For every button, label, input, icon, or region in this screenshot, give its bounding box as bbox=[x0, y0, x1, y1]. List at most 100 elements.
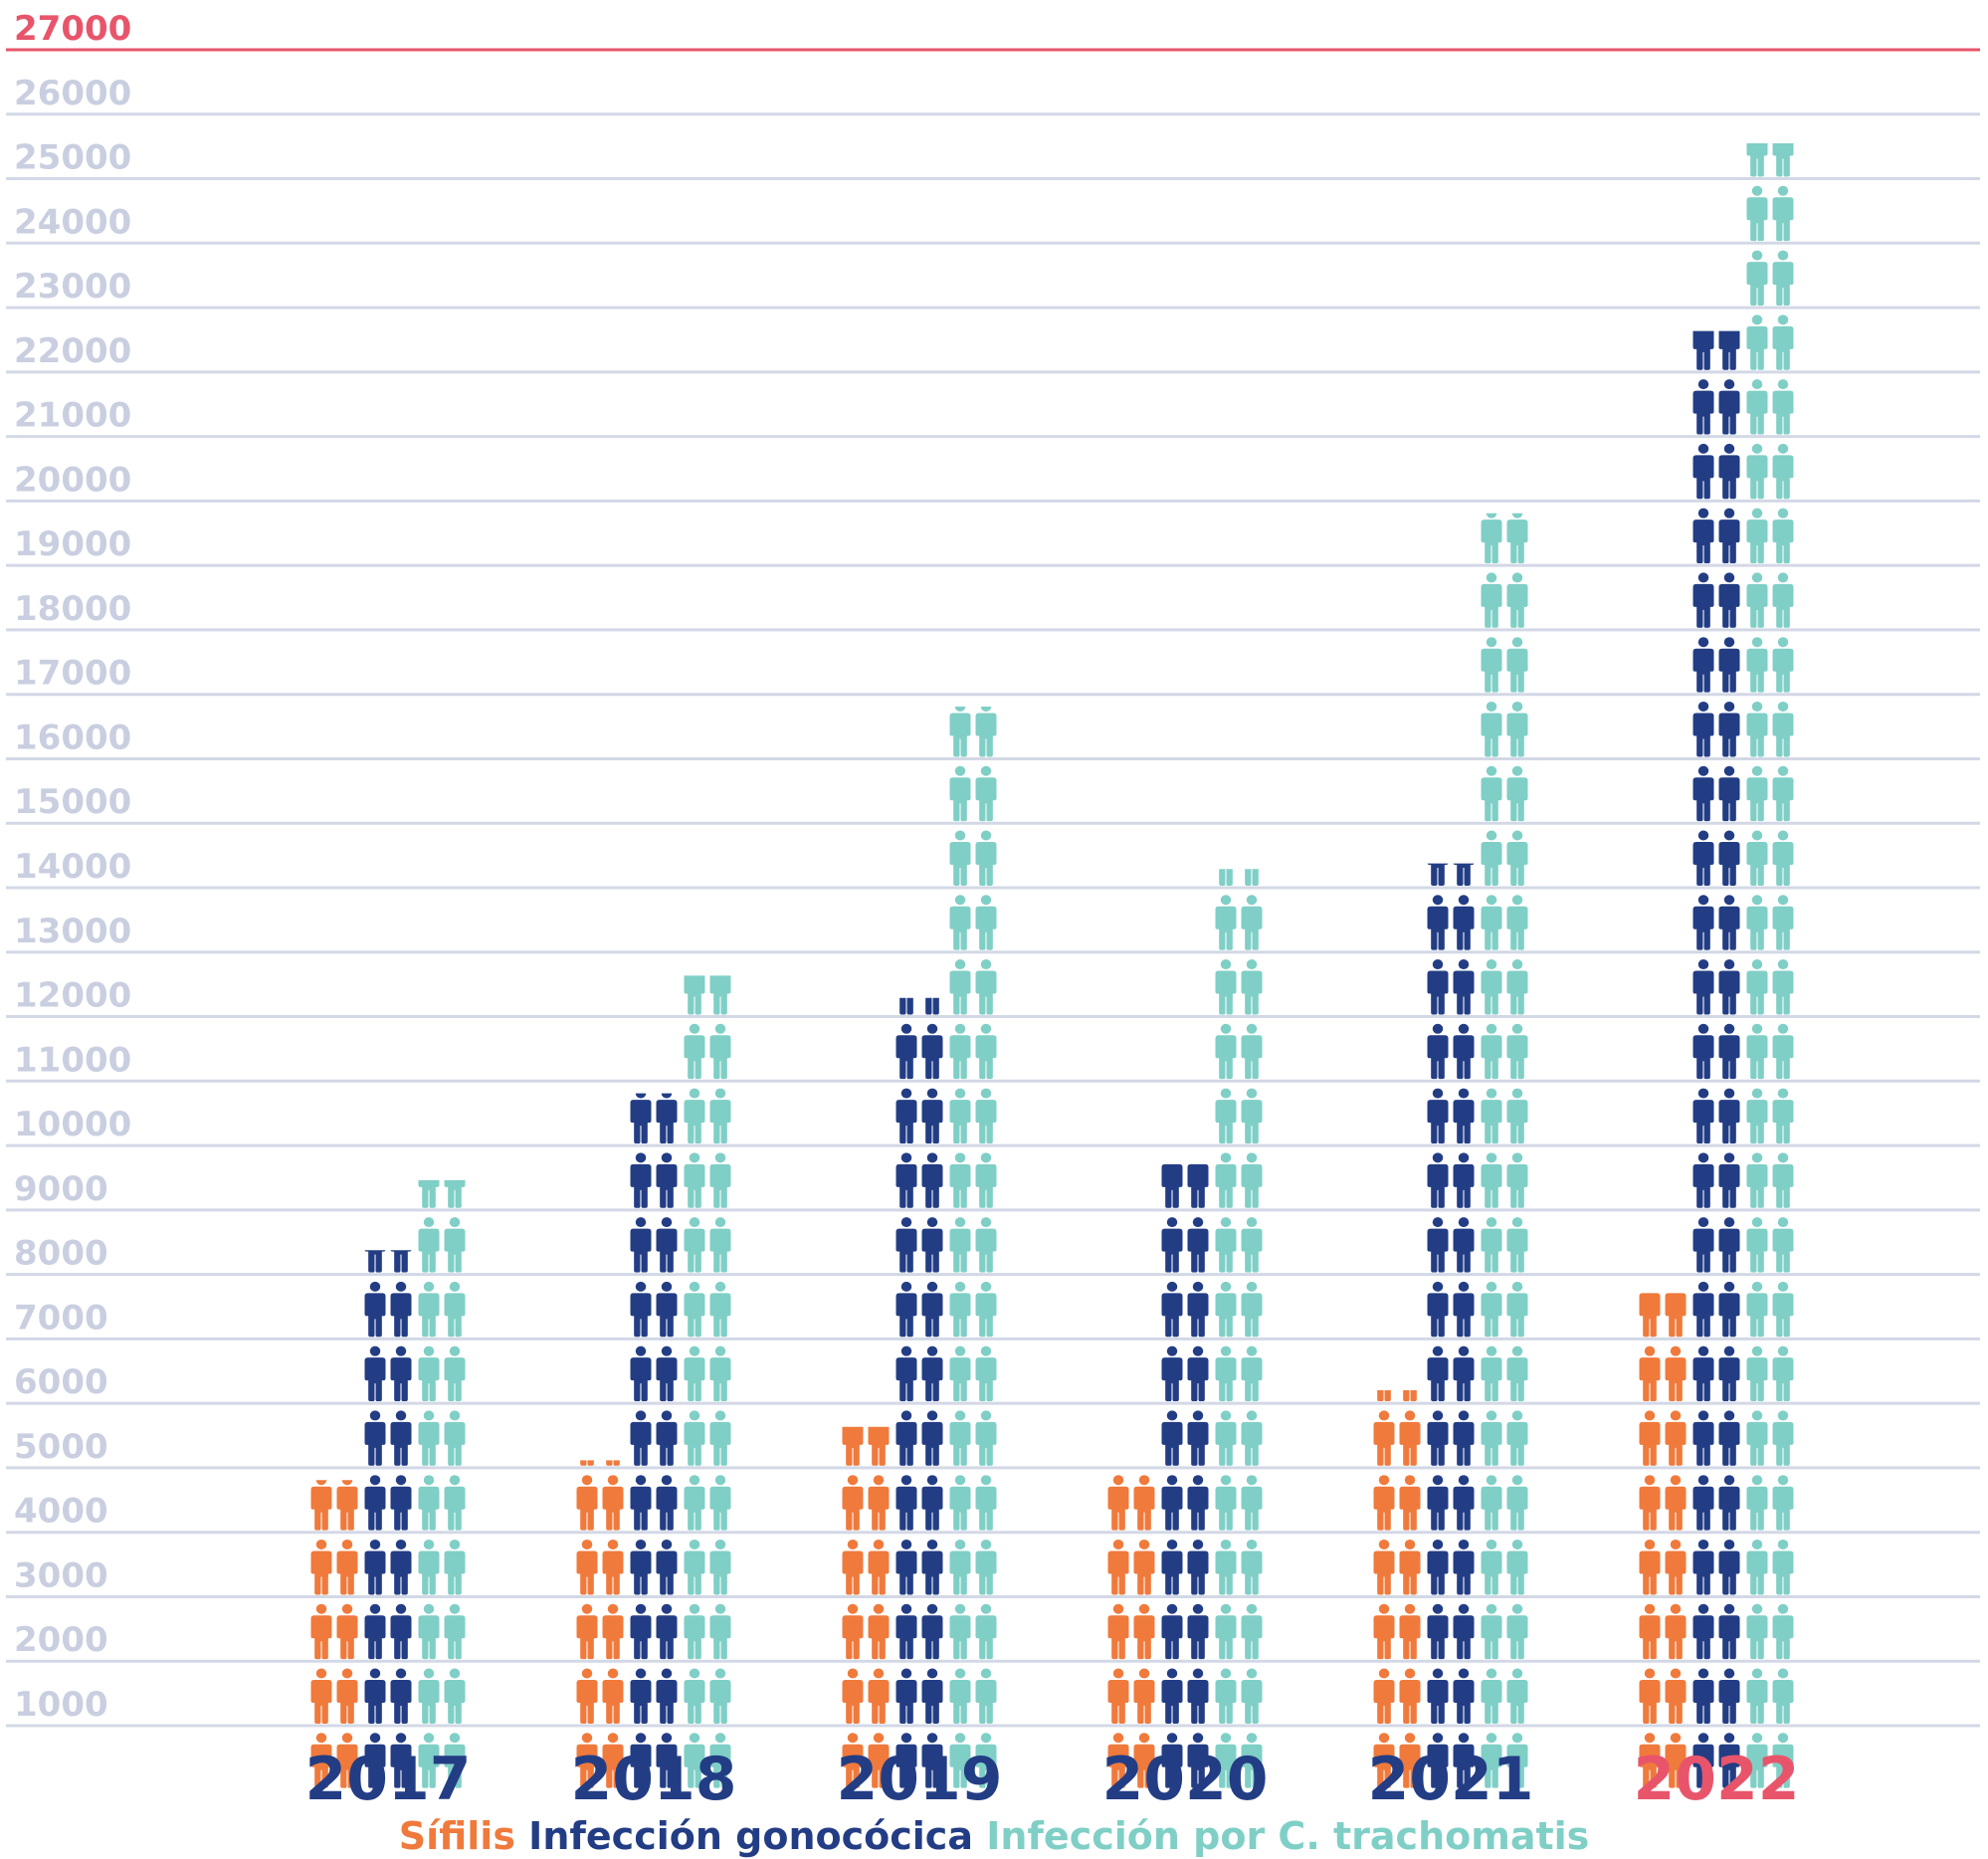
person-icon bbox=[1187, 1668, 1209, 1724]
person-icon bbox=[1718, 830, 1740, 886]
person-icon bbox=[868, 1539, 890, 1595]
person-icon bbox=[1481, 1539, 1502, 1595]
person-icon bbox=[1718, 379, 1740, 435]
person-icon bbox=[1481, 1410, 1502, 1466]
person-icon bbox=[364, 1345, 386, 1402]
person-icon bbox=[1639, 1668, 1661, 1724]
person-icon bbox=[576, 1460, 598, 1466]
person-icon bbox=[1373, 1603, 1395, 1660]
person-icon bbox=[418, 1539, 440, 1595]
person-icon bbox=[390, 1281, 412, 1338]
person-icon bbox=[1772, 895, 1794, 950]
person-icon bbox=[390, 1410, 412, 1466]
person-icon bbox=[1506, 1152, 1528, 1208]
person-icon bbox=[1718, 1345, 1740, 1402]
person-icon bbox=[1241, 1023, 1263, 1080]
person-icon bbox=[1692, 1539, 1714, 1595]
person-icon bbox=[684, 1410, 705, 1466]
person-icon bbox=[975, 1603, 997, 1660]
person-icon bbox=[1481, 1023, 1502, 1080]
person-icon bbox=[949, 959, 971, 1015]
person-icon bbox=[1772, 765, 1794, 822]
person-icon bbox=[1399, 1603, 1421, 1660]
person-icon bbox=[1772, 637, 1794, 693]
person-icon bbox=[949, 1345, 971, 1402]
person-icon bbox=[975, 1023, 997, 1080]
person-icon bbox=[1718, 1668, 1740, 1724]
person-icon bbox=[390, 1668, 412, 1724]
person-icon bbox=[975, 895, 997, 950]
person-icon bbox=[1241, 869, 1263, 886]
person-icon bbox=[1481, 1088, 1502, 1144]
person-icon bbox=[975, 830, 997, 886]
person-icon bbox=[1187, 1410, 1209, 1466]
series-stack bbox=[1427, 863, 1475, 1788]
person-icon bbox=[1718, 765, 1740, 822]
series-stack bbox=[949, 707, 997, 1788]
person-icon bbox=[868, 1668, 890, 1724]
person-icon bbox=[418, 1179, 440, 1208]
person-icon bbox=[1481, 765, 1502, 822]
person-icon bbox=[444, 1345, 466, 1402]
person-icon bbox=[1187, 1603, 1209, 1660]
person-icon bbox=[1772, 1088, 1794, 1144]
person-icon bbox=[390, 1345, 412, 1402]
person-icon bbox=[1241, 959, 1263, 1015]
person-icon bbox=[1746, 314, 1768, 370]
y-axis-tick-labels: 1000 2000 3000 4000 5000 6000 7000 8000 9000 1000… bbox=[14, 9, 131, 1725]
y-tick-label: 16000 bbox=[14, 718, 131, 757]
person-icon bbox=[1772, 508, 1794, 564]
person-icon bbox=[1772, 572, 1794, 628]
person-icon bbox=[1241, 1345, 1263, 1402]
y-tick-label: 20000 bbox=[14, 460, 131, 500]
person-icon bbox=[1718, 508, 1740, 564]
person-icon bbox=[1772, 1345, 1794, 1402]
person-icon bbox=[1453, 1088, 1475, 1144]
y-tick-label: 24000 bbox=[14, 202, 131, 242]
person-icon bbox=[336, 1668, 358, 1724]
person-icon bbox=[630, 1539, 652, 1595]
person-icon bbox=[1215, 1668, 1237, 1724]
person-icon bbox=[630, 1603, 652, 1660]
person-icon bbox=[1399, 1539, 1421, 1595]
category-column-2017 bbox=[310, 1179, 466, 1788]
person-icon bbox=[1506, 1345, 1528, 1402]
person-icon bbox=[1506, 895, 1528, 950]
person-icon bbox=[895, 1668, 917, 1724]
person-icon bbox=[656, 1217, 678, 1273]
person-icon bbox=[1481, 1475, 1502, 1531]
person-icon bbox=[1718, 1603, 1740, 1660]
person-icon bbox=[1187, 1475, 1209, 1531]
person-icon bbox=[709, 1539, 731, 1595]
person-icon bbox=[1692, 1281, 1714, 1338]
person-icon bbox=[684, 1023, 705, 1080]
person-icon bbox=[1746, 1345, 1768, 1402]
person-icon bbox=[1746, 959, 1768, 1015]
person-icon bbox=[1187, 1281, 1209, 1338]
person-icon bbox=[1772, 830, 1794, 886]
person-icon bbox=[1718, 701, 1740, 757]
person-icon bbox=[602, 1460, 624, 1466]
person-icon bbox=[1746, 572, 1768, 628]
person-icon bbox=[949, 1152, 971, 1208]
person-icon bbox=[1161, 1603, 1183, 1660]
person-icon bbox=[602, 1475, 624, 1531]
person-icon bbox=[444, 1475, 466, 1531]
person-icon bbox=[656, 1603, 678, 1660]
person-icon bbox=[1107, 1475, 1129, 1531]
person-icon bbox=[1161, 1410, 1183, 1466]
person-icon bbox=[336, 1539, 358, 1595]
person-icon bbox=[1692, 1023, 1714, 1080]
person-icon bbox=[1241, 1603, 1263, 1660]
person-icon bbox=[1453, 1668, 1475, 1724]
person-icon bbox=[1692, 1668, 1714, 1724]
person-icon bbox=[1506, 1023, 1528, 1080]
person-icon bbox=[1772, 1023, 1794, 1080]
person-icon bbox=[895, 1345, 917, 1402]
person-icon bbox=[921, 1410, 943, 1466]
person-icon bbox=[975, 1539, 997, 1595]
series-stack bbox=[684, 975, 731, 1788]
person-icon bbox=[1718, 330, 1740, 370]
person-icon bbox=[576, 1539, 598, 1595]
series-stack bbox=[1639, 1292, 1687, 1788]
